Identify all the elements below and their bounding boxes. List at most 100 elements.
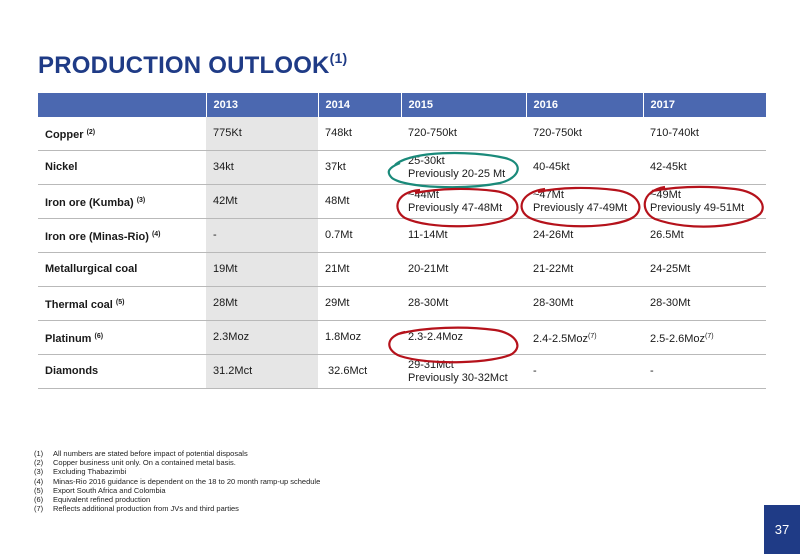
- title-footnote-marker: (1): [329, 50, 348, 66]
- cell-value: 720-750kt: [533, 127, 582, 139]
- cell-2016: -: [526, 354, 643, 389]
- cell-value: ~49Mt: [650, 188, 681, 201]
- table-row: Thermal coal (5) 28Mt 29Mt 28-30Mt 28-30Mt 28…: [38, 286, 766, 321]
- footnote-item: (6) Equivalent refined production: [34, 495, 320, 504]
- table-body: Copper (2) 775Kt 748kt 720-750kt 720-750kt 71…: [38, 117, 766, 389]
- cell-value: 24-25Mt: [650, 263, 691, 275]
- row-label: Thermal coal (5): [38, 286, 206, 321]
- footnote-number: (1): [34, 449, 44, 458]
- cell-value: 0.7Mt: [325, 229, 353, 241]
- cell-previous-value: Previously 30-32Mct: [408, 371, 508, 384]
- cell-value: -: [533, 365, 537, 377]
- footnote-marker: (5): [115, 298, 125, 306]
- cell-2013: 31.2Mct: [206, 354, 318, 389]
- cell-value: 21-22Mt: [533, 263, 574, 275]
- footnote-marker: (4): [151, 230, 161, 238]
- cell-value: 20-21Mt: [408, 263, 449, 275]
- cell-2015: 25-30kt Previously 20-25 Mt: [401, 150, 526, 185]
- cell-value: 2.3-2.4Moz: [408, 331, 464, 343]
- table-row: Diamonds 31.2Mct 32.6Mct 29-31Mct Previousl…: [38, 354, 766, 389]
- cell-value: 40-45kt: [533, 161, 570, 173]
- cell-2015: 720-750kt: [401, 117, 526, 151]
- cell-value: 2.5-2.6Moz: [650, 332, 706, 345]
- cell-value: 28-30Mt: [650, 297, 691, 309]
- cell-value: 48Mt: [325, 195, 350, 207]
- footnote-number: (4): [34, 476, 44, 486]
- header-cell-2017: 2017: [643, 93, 767, 117]
- cell-value: -: [213, 229, 217, 241]
- cell-2014: 748kt: [318, 117, 401, 151]
- cell-2014: 48Mt: [318, 184, 401, 219]
- footnote-text: Copper business unit only. On a containe…: [53, 458, 236, 468]
- cell-2015: ~44Mt Previously 47-48Mt: [401, 184, 526, 219]
- footnote-item: (7) Reflects additional production from J…: [34, 504, 320, 513]
- cell-2013: 28Mt: [206, 286, 318, 321]
- production-table: 2013 2014 2015 2016 2017 Copper (2) 775Kt…: [38, 93, 767, 389]
- cell-2015: 2.3-2.4Moz: [401, 320, 526, 355]
- cell-value: 26.5Mt: [650, 229, 684, 241]
- cell-2013: -: [206, 218, 318, 253]
- row-label: Copper (2): [38, 117, 206, 151]
- cell-2016: 21-22Mt: [526, 252, 643, 287]
- footnote-item: (3) Excluding Thabazimbi: [34, 467, 320, 476]
- cell-value: 24-26Mt: [533, 229, 574, 241]
- table-row: Iron ore (Kumba) (3) 42Mt 48Mt ~44Mt Previou…: [38, 184, 766, 219]
- footnote-text: Reflects additional production from JVs …: [53, 504, 239, 514]
- cell-2015: 20-21Mt: [401, 252, 526, 287]
- row-label: Metallurgical coal: [38, 252, 206, 287]
- cell-value: 34kt: [213, 161, 234, 173]
- row-label-text: Diamonds: [45, 365, 99, 377]
- cell-value: 775Kt: [213, 127, 242, 139]
- cell-value: 29Mt: [325, 297, 350, 309]
- cell-2015: 29-31Mct Previously 30-32Mct: [401, 354, 526, 389]
- cell-2013: 775Kt: [206, 117, 318, 151]
- cell-value: 25-30kt: [408, 154, 445, 167]
- cell-2017: 26.5Mt: [643, 218, 766, 253]
- cell-2016: 24-26Mt: [526, 218, 643, 253]
- cell-2016: 2.4-2.5Moz(7): [526, 320, 643, 355]
- footnote-number: (6): [34, 495, 44, 505]
- cell-value: 2.4-2.5Moz: [533, 332, 589, 345]
- cell-2016: 720-750kt: [526, 117, 643, 151]
- footnote-marker: (7): [705, 332, 714, 340]
- cell-2013: 34kt: [206, 150, 318, 185]
- footnote-number: (3): [34, 467, 44, 477]
- cell-2017: 710-740kt: [643, 117, 766, 151]
- row-label: Diamonds: [38, 354, 206, 389]
- cell-value: 37kt: [325, 161, 346, 173]
- footnote-marker: (7): [588, 332, 597, 340]
- cell-2014: 0.7Mt: [318, 218, 401, 253]
- footnote-number: (7): [34, 504, 44, 514]
- cell-2016: 40-45kt: [526, 150, 643, 185]
- cell-previous-value: Previously 20-25 Mt: [408, 167, 506, 180]
- footnote-number: (2): [34, 458, 44, 468]
- cell-value: 21Mt: [325, 263, 350, 275]
- footnote-item: (5) Export South Africa and Colombia: [34, 486, 320, 495]
- cell-previous-value: Previously 47-48Mt: [408, 201, 503, 214]
- cell-value: 720-750kt: [408, 127, 457, 139]
- cell-2014: 32.6Mct: [318, 354, 401, 389]
- cell-value: 32.6Mct: [325, 365, 368, 377]
- cell-value: 29-31Mct: [408, 358, 454, 371]
- footnote-text: Minas-Rio 2016 guidance is dependent on …: [53, 476, 321, 486]
- cell-value: 2.3Moz: [213, 331, 250, 343]
- cell-2017: 42-45kt: [643, 150, 766, 185]
- table-row: Copper (2) 775Kt 748kt 720-750kt 720-750kt 71…: [38, 117, 766, 151]
- cell-value: 28-30Mt: [533, 297, 574, 309]
- row-label: Nickel: [38, 150, 206, 185]
- table-row: Nickel 34kt 37kt 25-30kt Previously 20-25 Mt…: [38, 150, 766, 185]
- cell-2017: -: [643, 354, 766, 389]
- cell-value: 42-45kt: [650, 161, 687, 173]
- cell-2017: ~49Mt Previously 49-51Mt: [643, 184, 766, 219]
- footnote-item: (1) All numbers are stated before impact …: [34, 449, 320, 458]
- cell-value: 28-30Mt: [408, 297, 449, 309]
- page-number: 37: [764, 505, 800, 554]
- cell-2015: 28-30Mt: [401, 286, 526, 321]
- cell-2015: 11-14Mt: [401, 218, 526, 253]
- cell-2013: 2.3Moz: [206, 320, 318, 355]
- row-label-text: Copper: [45, 128, 84, 141]
- header-cell-2015: 2015: [401, 93, 527, 117]
- footnote-text: Excluding Thabazimbi: [53, 467, 127, 477]
- cell-2016: 28-30Mt: [526, 286, 643, 321]
- cell-2014: 1.8Moz: [318, 320, 401, 355]
